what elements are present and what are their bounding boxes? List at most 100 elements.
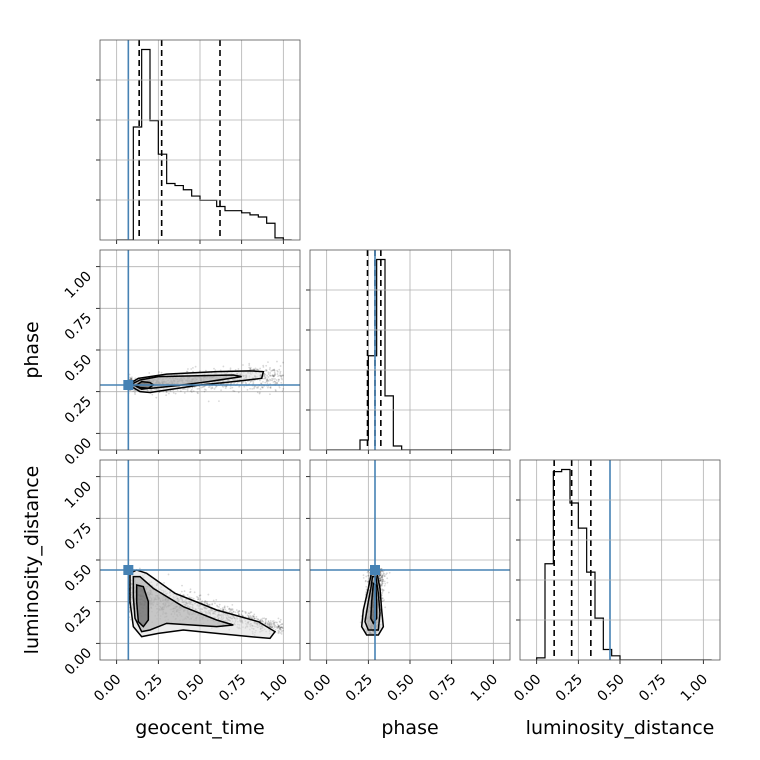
sample-point: [368, 572, 371, 574]
sample-point: [261, 386, 263, 388]
sample-point: [276, 627, 279, 630]
sample-point: [379, 580, 382, 582]
sample-point: [243, 385, 246, 388]
sample-point: [190, 596, 193, 599]
sample-point: [274, 380, 276, 383]
sample-point: [262, 380, 264, 383]
sample-point: [256, 387, 259, 389]
sample-point: [251, 388, 254, 390]
sample-point: [244, 612, 247, 615]
sample-point: [255, 615, 258, 618]
sample-point: [261, 617, 264, 620]
sample-point: [213, 388, 216, 390]
sample-point: [269, 624, 272, 627]
sample-point: [229, 609, 232, 612]
sample-point: [264, 377, 267, 380]
sample-point: [264, 620, 267, 623]
sample-point: [196, 595, 198, 598]
x-axis-label-phase: phase: [381, 717, 438, 739]
y-tick-label: 0.25: [62, 603, 95, 636]
sample-point: [278, 386, 281, 389]
sample-point: [230, 608, 232, 611]
sample-point: [167, 392, 170, 395]
y-axis-label-luminosity_distance: luminosity_distance: [21, 466, 43, 655]
sample-point: [163, 581, 165, 584]
sample-point: [278, 626, 281, 629]
sample-point: [269, 387, 272, 389]
sample-point: [266, 622, 269, 624]
sample-point: [250, 368, 253, 371]
sample-point: [381, 578, 383, 581]
sample-point: [197, 392, 199, 395]
sample-point: [275, 379, 278, 381]
sample-point: [261, 619, 264, 622]
sample-point: [216, 604, 218, 607]
sample-point: [231, 609, 233, 612]
sample-point: [244, 611, 246, 613]
sample-point: [364, 579, 367, 582]
sample-point: [273, 374, 276, 377]
sample-point: [248, 366, 251, 369]
sample-point: [247, 612, 250, 615]
sample-point: [186, 388, 189, 390]
truth-marker: [123, 380, 134, 390]
sample-point: [268, 378, 271, 381]
sample-point: [384, 606, 387, 609]
sample-point: [222, 609, 225, 611]
sample-point: [282, 361, 284, 364]
sample-point: [277, 375, 279, 378]
sample-point: [131, 376, 133, 379]
sample-point: [232, 389, 235, 392]
sample-point: [272, 622, 274, 625]
sample-point: [362, 577, 365, 579]
sample-point: [223, 605, 226, 608]
x-tick-label: 1.00: [678, 672, 711, 705]
sample-point: [382, 578, 384, 581]
sample-point: [196, 391, 199, 394]
scatter-panel-geocent_time-vs-luminosity_distance: 0.000.250.500.751.000.00 0.25 0.50 0.75 1.00: [62, 459, 301, 705]
sample-point: [272, 378, 275, 380]
sample-point: [263, 370, 266, 373]
sample-point: [235, 609, 238, 611]
x-tick-label: 0.25: [343, 672, 376, 705]
sample-point: [273, 375, 276, 378]
sample-point: [267, 373, 270, 375]
sample-point: [271, 374, 274, 376]
sample-point: [224, 387, 227, 390]
sample-point: [278, 630, 281, 633]
sample-point: [187, 368, 189, 370]
sample-point: [281, 623, 283, 626]
sample-point: [257, 368, 260, 371]
sample-point: [186, 594, 189, 596]
sample-point: [273, 373, 276, 376]
sample-point: [203, 388, 206, 391]
sample-point: [279, 375, 282, 377]
sample-point: [271, 369, 274, 372]
sample-point: [280, 375, 283, 378]
sample-point: [129, 378, 132, 380]
sample-point: [272, 368, 275, 371]
sample-point: [234, 369, 237, 371]
sample-point: [252, 615, 255, 617]
sample-point: [279, 370, 282, 373]
sample-point: [270, 370, 273, 372]
sample-point: [218, 606, 220, 608]
sample-point: [271, 620, 274, 623]
sample-point: [266, 382, 269, 385]
sample-point: [186, 370, 189, 373]
sample-point: [274, 374, 276, 377]
sample-point: [222, 608, 224, 611]
scatter-panel-geocent_time-vs-phase: 0.00 0.25 0.50 0.75 1.00: [62, 249, 301, 468]
sample-point: [278, 620, 281, 623]
sample-point: [277, 617, 280, 620]
sample-point: [269, 625, 272, 628]
sample-point: [379, 578, 382, 581]
sample-point: [362, 574, 365, 577]
sample-point: [278, 368, 281, 371]
sample-point: [268, 622, 271, 624]
sample-point: [256, 368, 258, 371]
sample-point: [238, 610, 241, 613]
sample-point: [382, 580, 385, 583]
sample-point: [265, 378, 268, 381]
sample-point: [192, 597, 195, 600]
